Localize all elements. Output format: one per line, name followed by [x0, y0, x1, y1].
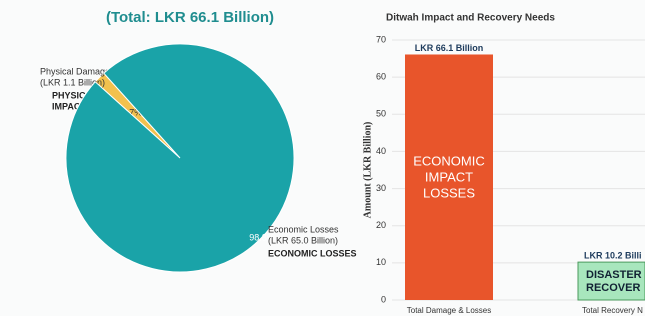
- x-tick-label: Total Recovery N: [582, 306, 643, 315]
- y-tick-label: 30: [376, 183, 386, 193]
- value-label: LKR 10.2 Billi: [584, 250, 642, 260]
- bar-text: DISASTER: [586, 269, 642, 281]
- bar-title: Ditwah Impact and Recovery Needs: [386, 13, 555, 24]
- slice-name: Physical Damage: [40, 66, 110, 76]
- bar-text: RECOVER: [586, 282, 640, 294]
- pie-title: (Total: LKR 66.1 Billion): [106, 9, 274, 26]
- y-tick-label: 70: [376, 34, 386, 44]
- y-tick-label: 60: [376, 72, 386, 82]
- slice-group: ECONOMIC LOSSES: [268, 248, 357, 258]
- x-tick-label: Total Damage & Losses: [407, 306, 492, 315]
- y-tick-label: 0: [381, 294, 386, 304]
- slice-name: Economic Losses: [268, 224, 339, 234]
- bar-text: IMPACT: [425, 169, 473, 184]
- y-tick-label: 10: [376, 257, 386, 267]
- y-tick-label: 40: [376, 146, 386, 156]
- bar-text: LOSSES: [423, 185, 475, 200]
- y-tick-label: 20: [376, 220, 386, 230]
- infographic: (Total: LKR 66.1 Billion)1.7%Physical Da…: [0, 0, 645, 316]
- value-label: LKR 66.1 Billion: [415, 43, 484, 53]
- y-tick-label: 50: [376, 109, 386, 119]
- bar-text: ECONOMIC: [413, 153, 485, 168]
- y-axis-label: Amount (LKR Billion): [362, 122, 373, 219]
- slice-amount: (LKR 65.0 Billion): [268, 235, 338, 245]
